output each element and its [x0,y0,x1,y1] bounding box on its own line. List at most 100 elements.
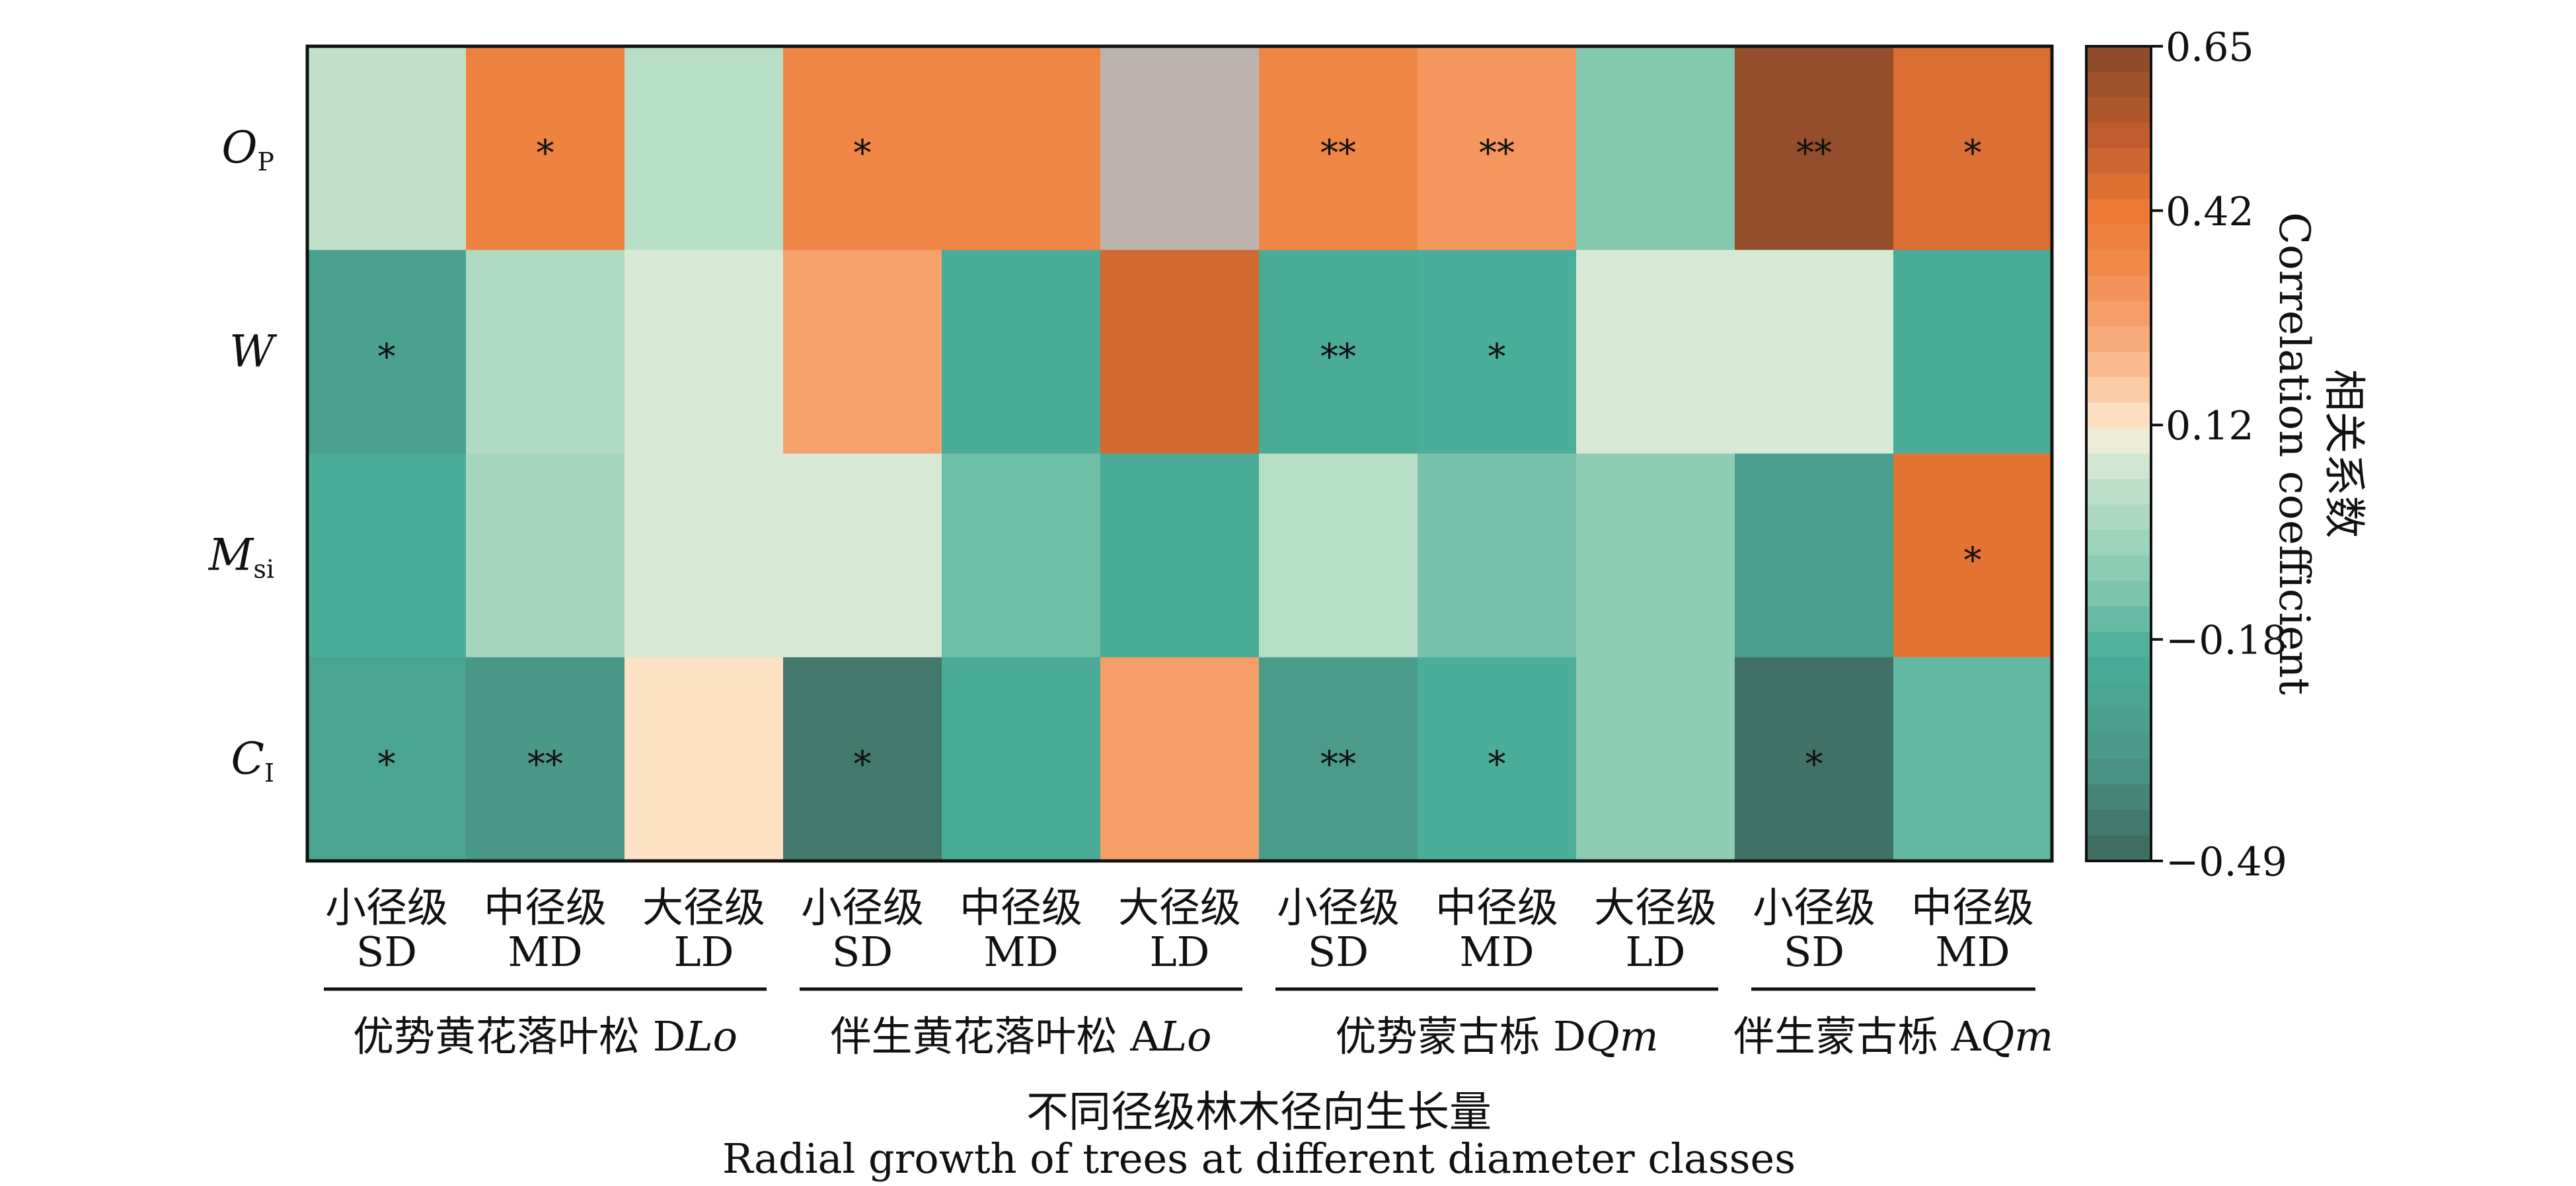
colorbar-segment [2086,148,2151,174]
row-label-subscript: si [253,555,274,584]
colorbar-segment [2086,657,2151,683]
heatmap-cell [783,453,942,658]
column-label-en: SD [832,928,893,976]
colorbar-segment [2086,250,2151,276]
group-label: 伴生蒙古栎 AQm [1733,1012,2053,1060]
column-label-zh: 小径级 [325,883,448,932]
colorbar-segment [2086,46,2151,73]
colorbar-segment [2086,97,2151,124]
column-label-en: LD [1150,928,1210,976]
group-label-code: Qm [1586,1012,1659,1060]
colorbar-segment [2086,784,2151,811]
colorbar-segment [2086,377,2151,404]
significance-marker: * [378,743,396,785]
group-label-name: 伴生黄花落叶松 A [831,1012,1161,1060]
colorbar-segment [2086,759,2151,786]
heatmap-cell [1100,453,1260,658]
group-label: 优势黄花落叶松 DLo [353,1012,738,1060]
heatmap-cell [625,657,784,862]
x-axis-title-zh: 不同径级林木径向生长量 [1026,1088,1492,1137]
column-label-zh: 中径级 [1911,883,2034,932]
group-label: 优势蒙古栎 DQm [1335,1012,1658,1060]
column-labels: 小径级SD中径级MD大径级LD小径级SD中径级MD大径级LD小径级SD中径级MD… [325,883,2034,976]
heatmap-cell [307,46,467,250]
heatmap-cell [783,46,942,250]
heatmap-cell [466,453,625,658]
significance-marker: * [854,743,872,785]
column-label-zh: 中径级 [484,883,607,932]
row-label-subscript: I [264,759,274,788]
heatmap-cell [1100,657,1260,862]
colorbar-tick-label: 0.12 [2166,403,2254,449]
significance-marker: * [1964,540,1982,581]
colorbar-segment [2086,708,2151,734]
colorbar-segment [2086,199,2151,225]
heatmap-cell [1576,250,1735,455]
colorbar-segment [2086,122,2151,149]
row-label-main: C [231,733,264,784]
heatmap-cell [1735,453,1894,658]
colorbar-segment [2086,683,2151,709]
heatmap-cell [942,250,1101,455]
significance-markers: * * ** ** ** ** ** *** ** * ** * * [378,132,1982,785]
significance-marker: * [537,132,554,174]
colorbar: 0.65 0.42 0.12 −0.18 −0.49 Correlation coeffi… [2085,24,2368,885]
heatmap-cell [625,250,784,455]
column-label-en: SD [1308,928,1369,976]
group-label-code: Qm [1981,1012,2053,1060]
row-label-main: M [208,530,254,581]
heatmap-cell [1259,46,1418,250]
significance-marker: ** [1479,132,1515,174]
column-label-en: MD [983,928,1058,976]
column-label-en: MD [1935,928,2010,976]
heatmap-cell [1576,46,1735,250]
colorbar-segment [2086,809,2151,836]
colorbar-segment [2086,173,2151,200]
heatmap-cell [307,453,467,658]
heatmap-cell [1893,46,2053,250]
column-label-zh: 中径级 [960,883,1082,932]
colorbar-segment [2086,352,2151,378]
colorbar-title-zh: 相关系数 [2319,369,2368,538]
group-label-code: Lo [685,1012,738,1060]
significance-marker: * [378,336,396,377]
row-label: CI [231,733,274,788]
column-label-zh: 大径级 [642,883,765,932]
heatmap-cell [466,46,625,250]
heatmap-cell [783,250,942,455]
significance-marker: * [1488,743,1506,785]
colorbar-segment [2086,301,2151,327]
group-label: 伴生黄花落叶松 ALo [831,1012,1212,1060]
colorbar-segment [2086,326,2151,352]
heatmap-cells [307,46,2053,862]
colorbar-segment [2086,555,2151,581]
significance-marker: * [1488,336,1506,377]
column-label-zh: 小径级 [801,883,924,932]
significance-marker: ** [527,743,563,785]
colorbar-segment [2086,427,2151,455]
column-label-zh: 大径级 [1594,883,1717,932]
heatmap-cell [942,46,1101,250]
heatmap-cell [1735,46,1894,250]
colorbar-segment [2086,275,2151,301]
row-label-subscript: P [257,147,274,176]
column-label-zh: 中径级 [1435,883,1558,932]
group-label-name: 伴生蒙古栎 A [1733,1012,1982,1060]
column-label-zh: 大径级 [1118,883,1241,932]
heatmap-cell [1418,657,1577,862]
heatmap-cell [466,657,625,862]
heatmap-cell [1100,46,1260,250]
row-label: W [229,326,278,377]
column-label-en: SD [356,928,417,976]
heatmap-cell [1735,250,1894,455]
row-label: OP [221,122,274,176]
heatmap-cell [942,453,1101,658]
colorbar-segment [2086,71,2151,98]
heatmap-frame [305,44,2054,863]
colorbar-tick-label: −0.49 [2166,839,2287,885]
colorbar-segment [2086,835,2151,862]
column-label-zh: 小径级 [1753,883,1875,932]
significance-marker: ** [1796,132,1832,174]
column-label-en: LD [674,928,734,976]
